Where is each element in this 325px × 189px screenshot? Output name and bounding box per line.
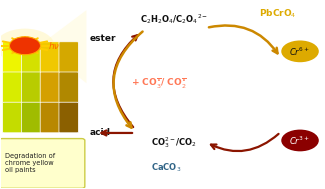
Text: ester: ester [90, 34, 116, 43]
Circle shape [281, 40, 319, 62]
Circle shape [281, 130, 319, 151]
FancyBboxPatch shape [3, 102, 22, 133]
Text: $\it{Cr}^{3+}$: $\it{Cr}^{3+}$ [290, 134, 311, 147]
Circle shape [9, 37, 41, 55]
FancyBboxPatch shape [21, 102, 41, 133]
Text: $\it{Cr}^{6+}$: $\it{Cr}^{6+}$ [290, 45, 311, 57]
FancyBboxPatch shape [0, 139, 85, 188]
FancyBboxPatch shape [59, 72, 78, 103]
Polygon shape [39, 10, 86, 83]
FancyBboxPatch shape [21, 42, 41, 72]
FancyBboxPatch shape [3, 42, 22, 72]
Text: PbCrO$_4$: PbCrO$_4$ [259, 8, 296, 20]
FancyBboxPatch shape [40, 102, 59, 133]
Circle shape [0, 29, 55, 63]
Text: + CO$_3^{\overline{\bullet}}$/ CO$_2^{\overline{\bullet}}$: + CO$_3^{\overline{\bullet}}$/ CO$_2^{\o… [131, 77, 187, 91]
FancyBboxPatch shape [40, 72, 59, 103]
FancyBboxPatch shape [40, 42, 59, 72]
Text: Degradation of
chrome yellow
oil paints: Degradation of chrome yellow oil paints [5, 153, 55, 173]
Text: C$_2$H$_2$O$_4$/C$_2$O$_4$$^{2-}$: C$_2$H$_2$O$_4$/C$_2$O$_4$$^{2-}$ [140, 12, 208, 26]
FancyBboxPatch shape [3, 72, 22, 103]
Text: CO$_3^{2-}$/CO$_2$: CO$_3^{2-}$/CO$_2$ [151, 135, 197, 150]
Text: hν: hν [49, 42, 59, 51]
Text: CaCO$_3$: CaCO$_3$ [150, 161, 181, 174]
FancyBboxPatch shape [59, 102, 78, 133]
FancyBboxPatch shape [21, 72, 41, 103]
Text: acid: acid [90, 128, 111, 136]
FancyBboxPatch shape [59, 42, 78, 72]
